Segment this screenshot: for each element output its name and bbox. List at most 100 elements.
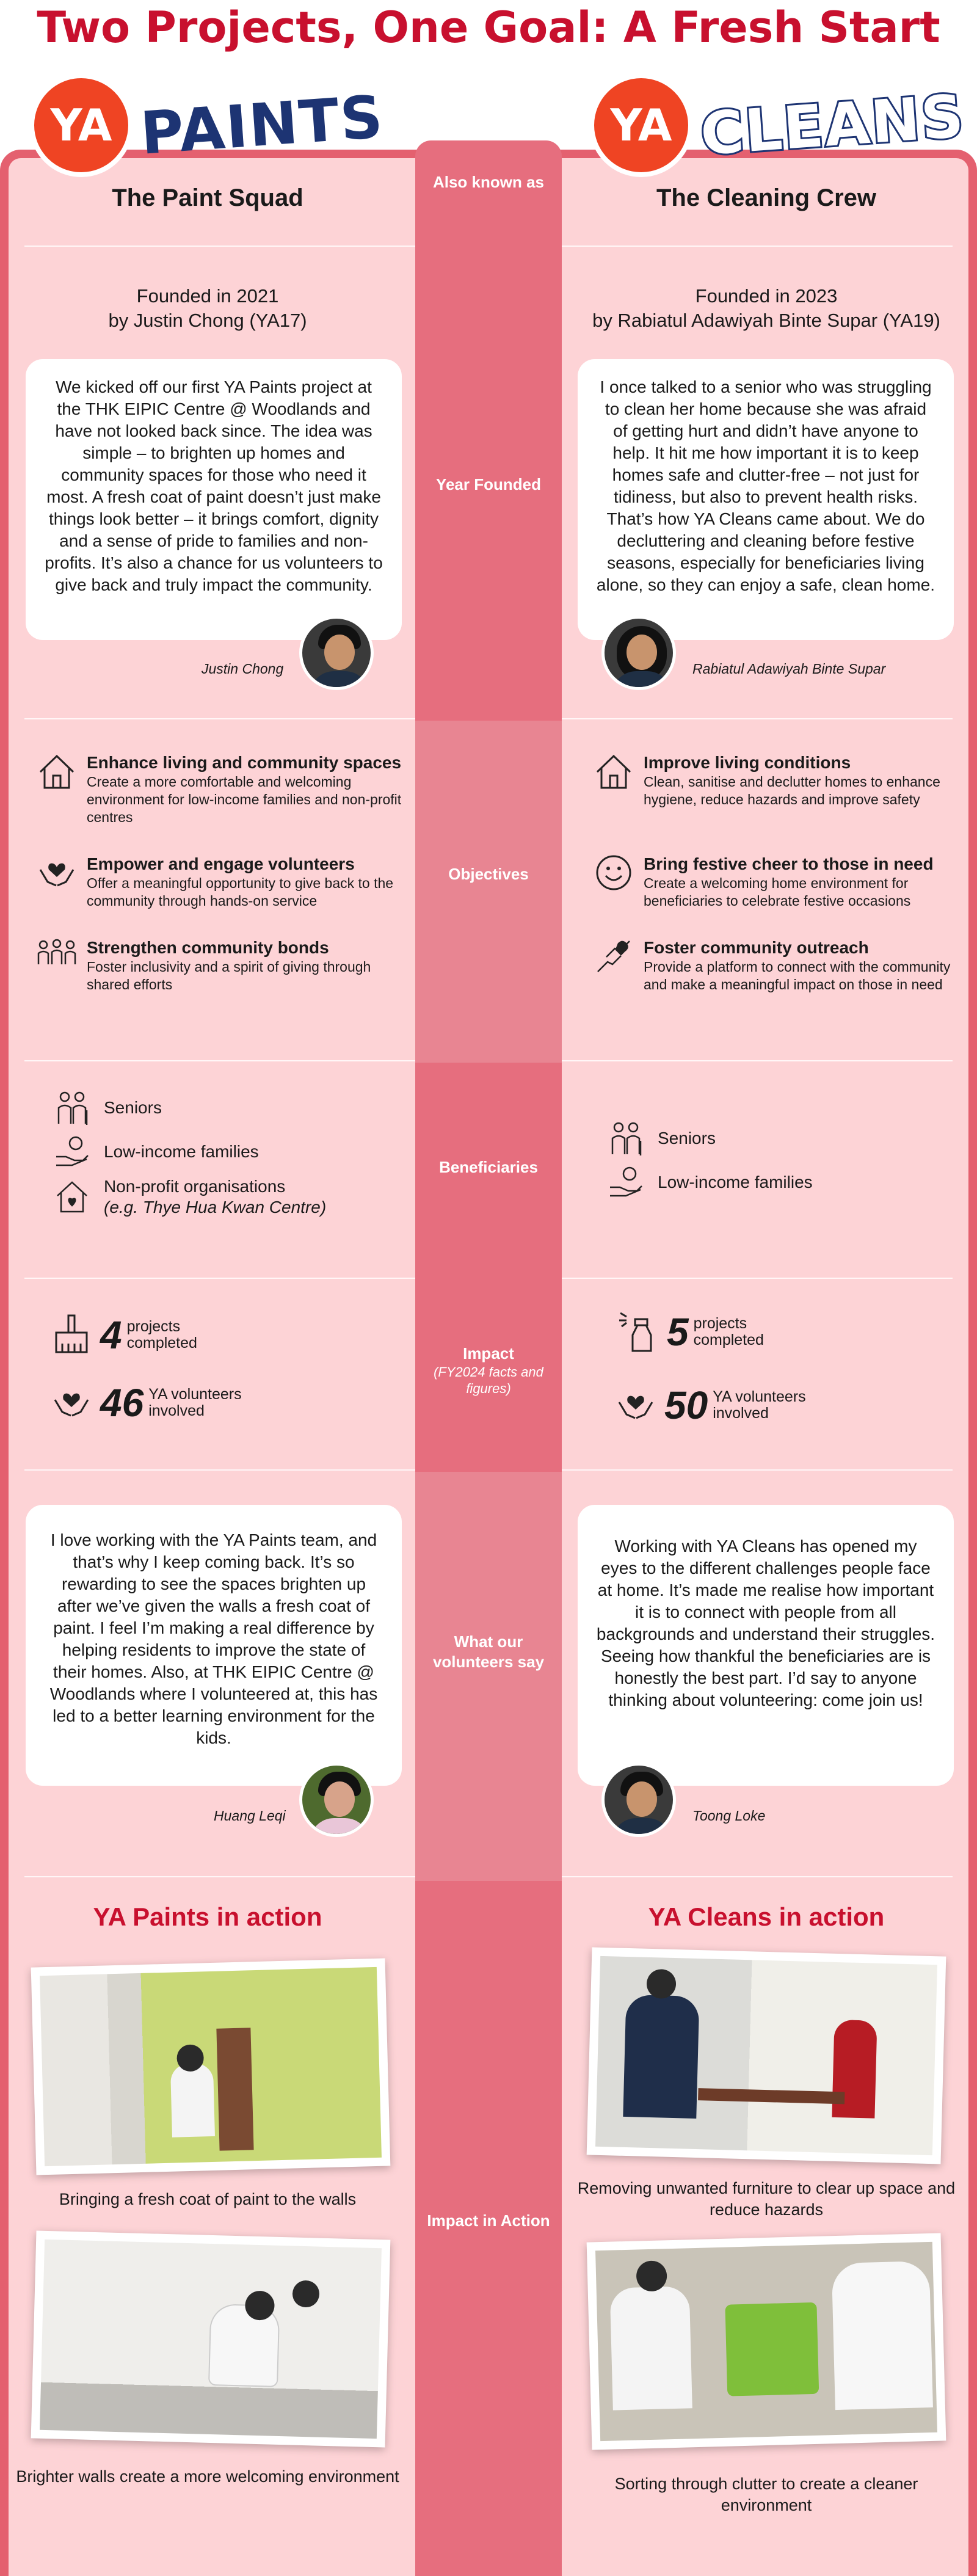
objective-title: Strengthen community bonds — [87, 938, 329, 957]
divider — [24, 1060, 415, 1061]
photo-caption: Removing unwanted furniture to clear up … — [577, 2179, 956, 2219]
right-founded: Founded in 2023 by Rabiatul Adawiyah Bin… — [571, 284, 962, 333]
label-impact-in-action: Impact in Action — [427, 2211, 550, 2230]
ya-paints-logo: YA PAINTS — [29, 73, 386, 177]
logo-word: CLEANS — [697, 80, 969, 170]
stat-label: YA volunteers involved — [148, 1386, 241, 1419]
impact-stat: 46 YA volunteers involved — [53, 1380, 242, 1425]
seniors-icon — [53, 1088, 92, 1127]
house-icon — [35, 752, 78, 795]
objective-desc: Create a welcoming home environment for … — [644, 875, 911, 909]
objective-item: Empower and engage volunteers Offer a me… — [35, 854, 414, 910]
divider — [562, 246, 953, 247]
label-year-founded: Year Founded — [436, 475, 541, 493]
divider — [562, 1876, 953, 1877]
right-nickname: The Cleaning Crew — [656, 184, 877, 211]
stat-label-line: involved — [713, 1405, 769, 1422]
beneficiary-text: Non-profit organisations (e.g. Thye Hua K… — [104, 1176, 326, 1218]
beneficiary-label: Low-income families — [104, 1142, 259, 1161]
divider — [24, 718, 415, 719]
label-also-known-as: Also known as — [432, 173, 545, 191]
divider — [562, 1278, 953, 1279]
founded-by: by Rabiatul Adawiyah Binte Supar (YA19) — [592, 310, 940, 331]
objective-title: Bring festive cheer to those in need — [644, 854, 934, 873]
stat-label-line: projects — [693, 1314, 747, 1332]
nonprofit-icon — [53, 1177, 92, 1217]
founder-name: Justin Chong — [202, 661, 284, 677]
paint-brush-icon — [53, 1312, 90, 1358]
beneficiary-item: Seniors — [53, 1088, 162, 1127]
impact-stat: 4 projects completed — [53, 1312, 197, 1358]
photo-caption: Bringing a fresh coat of paint to the wa… — [59, 2190, 357, 2208]
hands-heart-icon — [35, 854, 78, 897]
divider — [562, 1060, 953, 1061]
beneficiary-label: Seniors — [658, 1129, 716, 1148]
hand-coin-icon — [606, 1163, 645, 1202]
founded-by: by Justin Chong (YA17) — [108, 310, 307, 331]
objective-title: Foster community outreach — [644, 938, 869, 957]
beneficiary-item: Non-profit organisations (e.g. Thye Hua K… — [53, 1176, 326, 1218]
page-title: Two Projects, One Goal: A Fresh Start — [37, 2, 940, 53]
beneficiary-label: Seniors — [104, 1098, 162, 1117]
action-title: YA Paints in action — [93, 1902, 322, 1931]
beneficiary-label: Low-income families — [658, 1173, 813, 1192]
founded-year: Founded in 2023 — [695, 285, 838, 307]
logo-circle: YA — [29, 73, 133, 177]
volunteer-name: Toong Loke — [692, 1808, 766, 1824]
stat-label-line: completed — [126, 1334, 197, 1352]
left-founded: Founded in 2021 by Justin Chong (YA17) — [12, 284, 403, 333]
stat-label-line: completed — [693, 1331, 764, 1348]
beneficiary-note: (e.g. Thye Hua Kwan Centre) — [104, 1198, 327, 1217]
hands-heart-icon — [53, 1384, 90, 1422]
volunteer-name: Huang Leqi — [214, 1808, 286, 1824]
beneficiary-item: Low-income families — [53, 1132, 259, 1171]
founder-avatar — [299, 616, 374, 690]
house-icon — [592, 752, 635, 795]
divider — [24, 1876, 415, 1877]
stat-number: 50 — [664, 1383, 708, 1427]
label-beneficiaries: Beneficiaries — [439, 1158, 538, 1176]
stat-label: YA volunteers involved — [713, 1389, 805, 1422]
impact-subtitle: (FY2024 facts and figures) — [434, 1364, 543, 1396]
objective-desc: Create a more comfortable and welcoming … — [87, 774, 402, 825]
stat-label-line: YA volunteers — [148, 1386, 242, 1403]
label-objectives: Objectives — [448, 865, 529, 883]
impact-stat: 50 YA volunteers involved — [617, 1383, 806, 1428]
stat-number: 5 — [667, 1309, 689, 1354]
outreach-icon — [592, 937, 635, 980]
painting-photo — [31, 1958, 391, 2175]
community-icon — [35, 937, 78, 980]
label-volunteers-say: What our volunteers say — [432, 1632, 545, 1671]
label-impact: Impact (FY2024 facts and figures) — [415, 1344, 562, 1397]
objective-desc: Offer a meaningful opportunity to give b… — [87, 875, 394, 909]
objective-title: Improve living conditions — [644, 753, 851, 772]
beneficiary-item: Low-income families — [606, 1163, 813, 1202]
hand-coin-icon — [53, 1132, 92, 1171]
objective-desc: Provide a platform to connect with the c… — [644, 959, 951, 992]
center-column — [415, 140, 562, 2576]
left-nickname: The Paint Squad — [112, 184, 303, 211]
volunteer-quote-bubble: I love working with the YA Paints team, … — [26, 1505, 402, 1786]
objective-title: Enhance living and community spaces — [87, 753, 402, 772]
cleaning-photo — [586, 2233, 946, 2450]
center-band-light — [415, 721, 562, 1063]
action-title: YA Cleans in action — [648, 1902, 885, 1931]
center-band-light — [415, 1472, 562, 1881]
logo-word: PAINTS — [138, 82, 386, 168]
hands-heart-icon — [617, 1386, 655, 1425]
stat-number: 46 — [100, 1381, 144, 1425]
divider — [24, 1278, 415, 1279]
founded-year: Founded in 2021 — [136, 285, 279, 307]
objective-item: Bring festive cheer to those in need Cre… — [592, 854, 971, 910]
divider — [562, 718, 953, 719]
stat-number: 4 — [100, 1312, 122, 1357]
objective-item: Improve living conditions Clean, sanitis… — [592, 752, 971, 809]
volunteer-quote-bubble: Working with YA Cleans has opened my eye… — [578, 1505, 954, 1786]
volunteer-avatar — [601, 1763, 676, 1837]
stat-label: projects completed — [694, 1315, 764, 1348]
founder-quote-bubble: We kicked off our first YA Paints projec… — [26, 359, 402, 640]
objective-item: Foster community outreach Provide a plat… — [592, 937, 971, 994]
divider — [562, 1469, 953, 1471]
divider — [24, 1469, 415, 1471]
stat-label: projects completed — [126, 1318, 197, 1352]
